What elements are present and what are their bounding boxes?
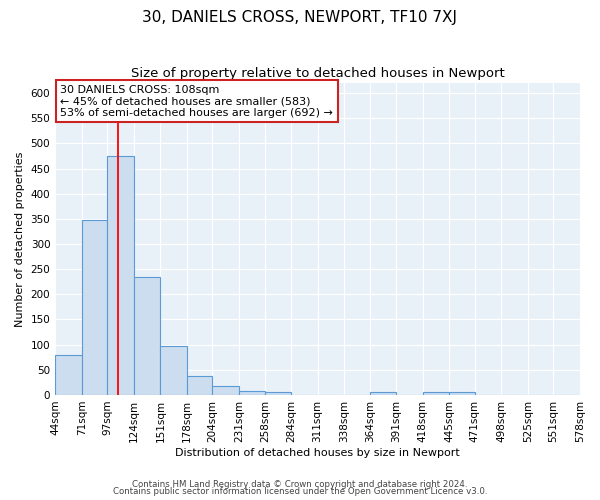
- Bar: [370, 392, 396, 395]
- Title: Size of property relative to detached houses in Newport: Size of property relative to detached ho…: [131, 68, 505, 80]
- Bar: [82, 220, 107, 395]
- Bar: [134, 276, 160, 395]
- Bar: [212, 386, 239, 395]
- Bar: [239, 391, 265, 395]
- Bar: [55, 354, 82, 395]
- Bar: [449, 392, 475, 395]
- Bar: [187, 376, 212, 395]
- Bar: [423, 392, 449, 395]
- Bar: [107, 156, 134, 395]
- Bar: [160, 346, 187, 395]
- Bar: [265, 392, 291, 395]
- Text: Contains public sector information licensed under the Open Government Licence v3: Contains public sector information licen…: [113, 488, 487, 496]
- Y-axis label: Number of detached properties: Number of detached properties: [15, 152, 25, 326]
- Text: 30 DANIELS CROSS: 108sqm
← 45% of detached houses are smaller (583)
53% of semi-: 30 DANIELS CROSS: 108sqm ← 45% of detach…: [61, 84, 333, 118]
- Text: Contains HM Land Registry data © Crown copyright and database right 2024.: Contains HM Land Registry data © Crown c…: [132, 480, 468, 489]
- Text: 30, DANIELS CROSS, NEWPORT, TF10 7XJ: 30, DANIELS CROSS, NEWPORT, TF10 7XJ: [143, 10, 458, 25]
- X-axis label: Distribution of detached houses by size in Newport: Distribution of detached houses by size …: [175, 448, 460, 458]
